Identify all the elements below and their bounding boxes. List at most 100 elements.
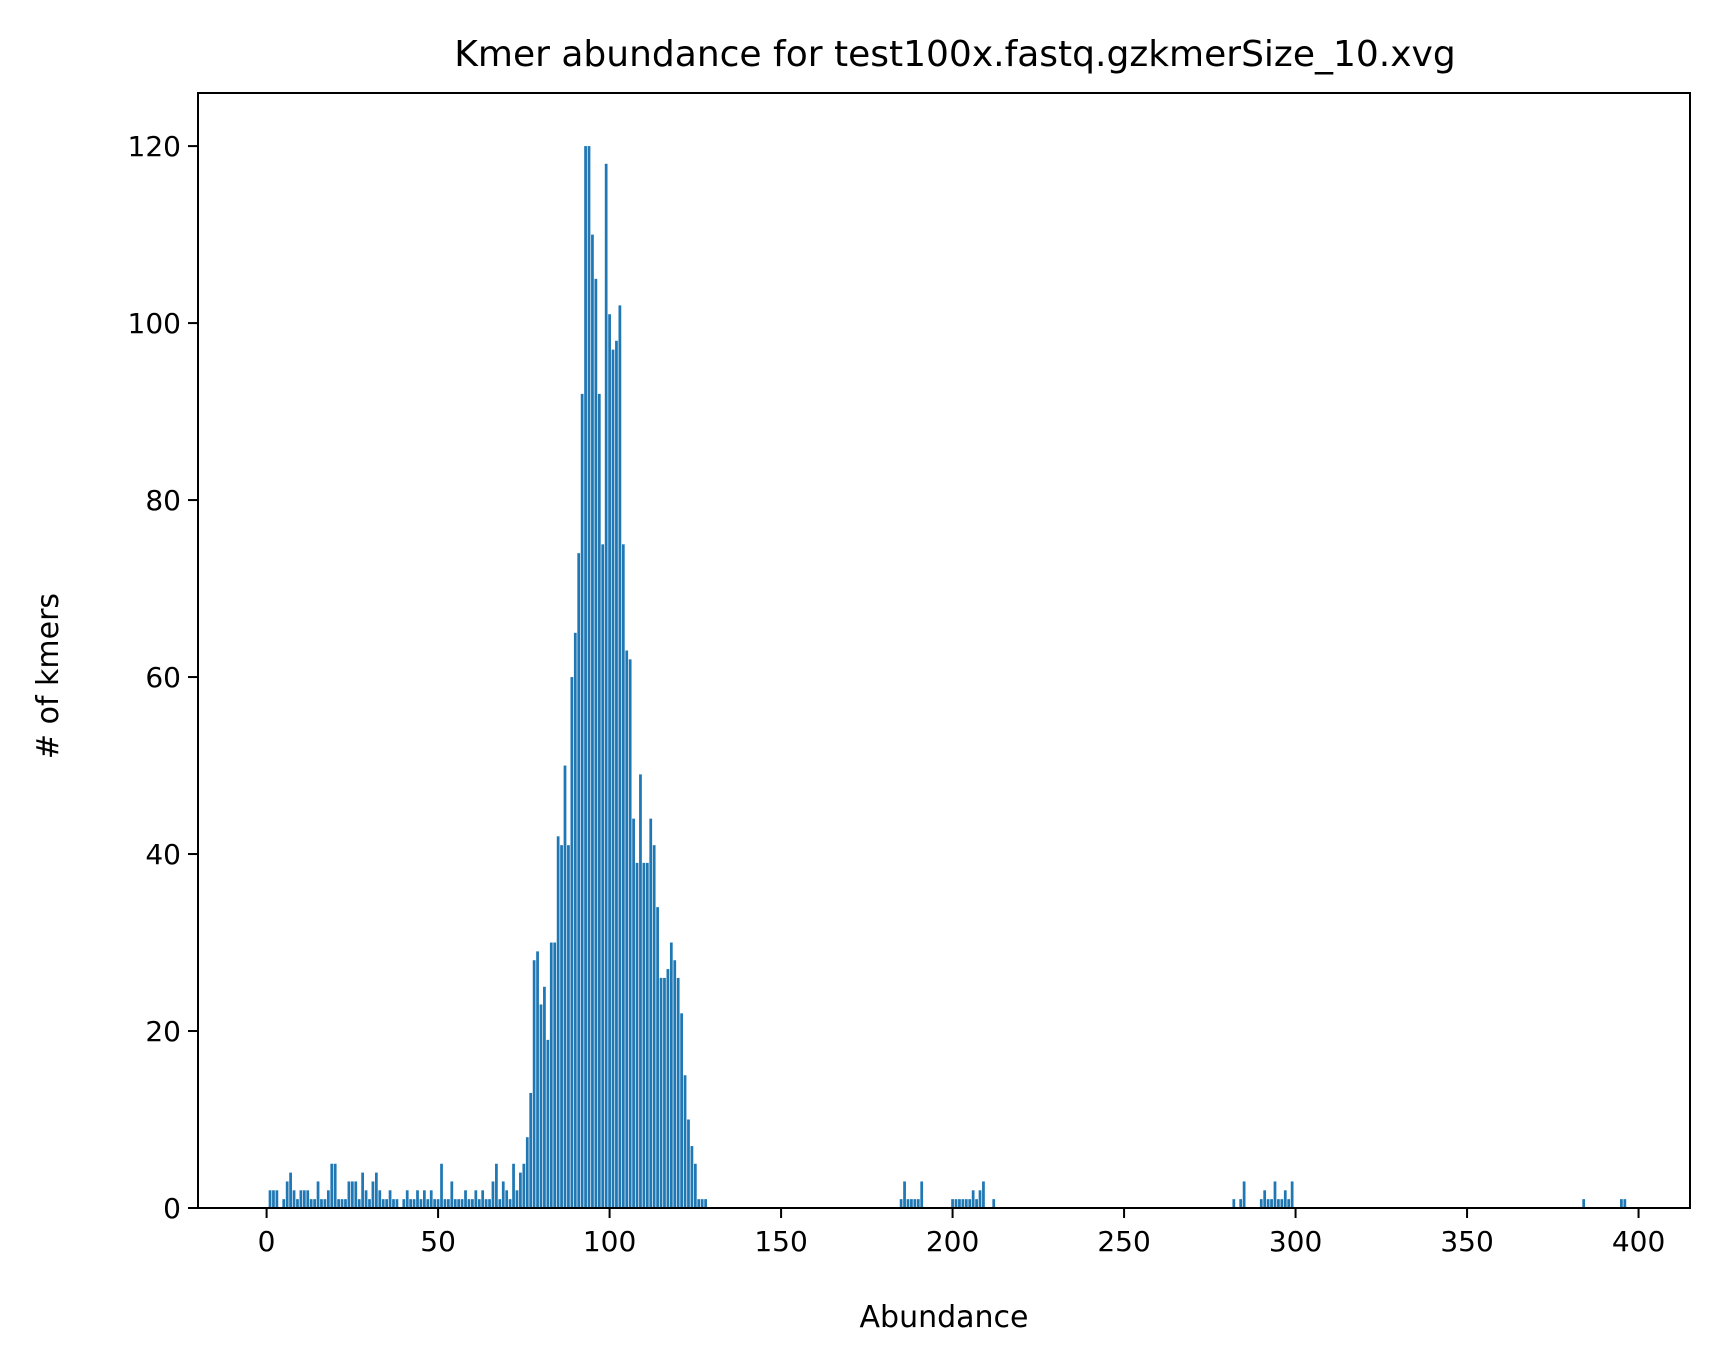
bar <box>316 1181 320 1208</box>
bar <box>402 1199 406 1208</box>
bar <box>618 305 622 1208</box>
bar <box>687 1119 690 1208</box>
bar <box>357 1199 361 1208</box>
bar <box>426 1199 430 1208</box>
bar <box>567 845 570 1208</box>
bar <box>374 1172 378 1208</box>
bar <box>1290 1181 1294 1208</box>
bar <box>1582 1199 1586 1208</box>
bar <box>639 774 642 1208</box>
bar <box>676 977 680 1208</box>
bar <box>364 1190 368 1208</box>
y-tick-label: 60 <box>145 661 181 694</box>
bar <box>1277 1199 1280 1208</box>
bar <box>635 862 639 1208</box>
y-tick-label: 0 <box>163 1192 181 1225</box>
x-axis: 0 50 100 150 200 250 300 350 400 <box>258 1208 1665 1258</box>
bar <box>958 1199 961 1208</box>
bar <box>693 1163 697 1208</box>
bar <box>573 632 577 1208</box>
bar <box>649 818 653 1208</box>
bar <box>395 1199 399 1208</box>
y-tick-label: 20 <box>145 1015 181 1048</box>
bar <box>443 1199 447 1208</box>
bar <box>697 1199 701 1208</box>
bar <box>587 146 591 1209</box>
bar <box>906 1199 910 1208</box>
y-axis-label: # of kmers <box>31 593 66 759</box>
bar <box>361 1172 365 1208</box>
bar <box>368 1199 371 1208</box>
bar <box>1239 1199 1243 1208</box>
bar <box>951 1199 954 1208</box>
bar <box>477 1199 481 1208</box>
bar <box>975 1199 978 1208</box>
bar <box>1242 1181 1246 1208</box>
y-tick-label: 80 <box>145 484 181 517</box>
bar <box>1273 1181 1277 1208</box>
bar <box>268 1190 272 1208</box>
y-axis: 0 20 40 60 80 100 120 <box>128 130 198 1225</box>
bar <box>436 1199 440 1208</box>
bar <box>498 1199 502 1208</box>
bar <box>601 544 605 1208</box>
bar <box>464 1190 467 1208</box>
bar <box>536 951 539 1208</box>
x-tick-label: 250 <box>1097 1225 1150 1258</box>
bar <box>330 1163 334 1208</box>
bar <box>899 1199 903 1208</box>
bar <box>429 1190 433 1208</box>
bar <box>433 1199 437 1208</box>
bar <box>1283 1190 1287 1208</box>
x-tick-label: 150 <box>754 1225 807 1258</box>
bar <box>515 1190 519 1208</box>
bar <box>529 1092 533 1208</box>
bar <box>652 845 656 1208</box>
bar <box>591 234 594 1209</box>
bar <box>285 1181 289 1208</box>
bar <box>333 1163 337 1208</box>
bar <box>508 1199 512 1208</box>
bar <box>378 1190 382 1208</box>
bar <box>978 1190 982 1208</box>
bar <box>903 1181 906 1208</box>
bar <box>512 1163 515 1208</box>
x-tick-label: 300 <box>1269 1225 1322 1258</box>
bar <box>419 1199 423 1208</box>
bar <box>1263 1190 1267 1208</box>
bar <box>344 1199 347 1208</box>
bar <box>460 1199 464 1208</box>
bar <box>505 1190 509 1208</box>
bar <box>669 942 673 1208</box>
bar <box>543 986 546 1208</box>
bar <box>453 1199 457 1208</box>
plot-frame <box>197 92 1691 1209</box>
bar <box>289 1172 292 1208</box>
bar <box>412 1199 416 1208</box>
bar <box>1623 1199 1627 1208</box>
bar <box>326 1190 330 1208</box>
bar <box>645 862 649 1208</box>
bar <box>481 1190 485 1208</box>
bar <box>663 977 666 1208</box>
bar <box>954 1199 958 1208</box>
y-tick-label: 100 <box>128 307 181 340</box>
bar <box>423 1190 426 1208</box>
bar <box>621 544 625 1208</box>
bar <box>553 942 557 1208</box>
bar <box>628 659 632 1208</box>
bar <box>700 1199 704 1208</box>
bar <box>1259 1199 1263 1208</box>
chart-title: Kmer abundance for test100x.fastq.gzkmer… <box>454 34 1455 75</box>
bar <box>546 1039 550 1208</box>
bar <box>474 1190 478 1208</box>
bar <box>381 1199 385 1208</box>
bar <box>683 1075 687 1208</box>
bar <box>549 942 553 1208</box>
bar <box>982 1181 985 1208</box>
bar <box>604 163 608 1208</box>
bar <box>409 1199 413 1208</box>
bar <box>642 862 646 1208</box>
bar <box>392 1199 395 1208</box>
bar <box>1232 1199 1236 1208</box>
